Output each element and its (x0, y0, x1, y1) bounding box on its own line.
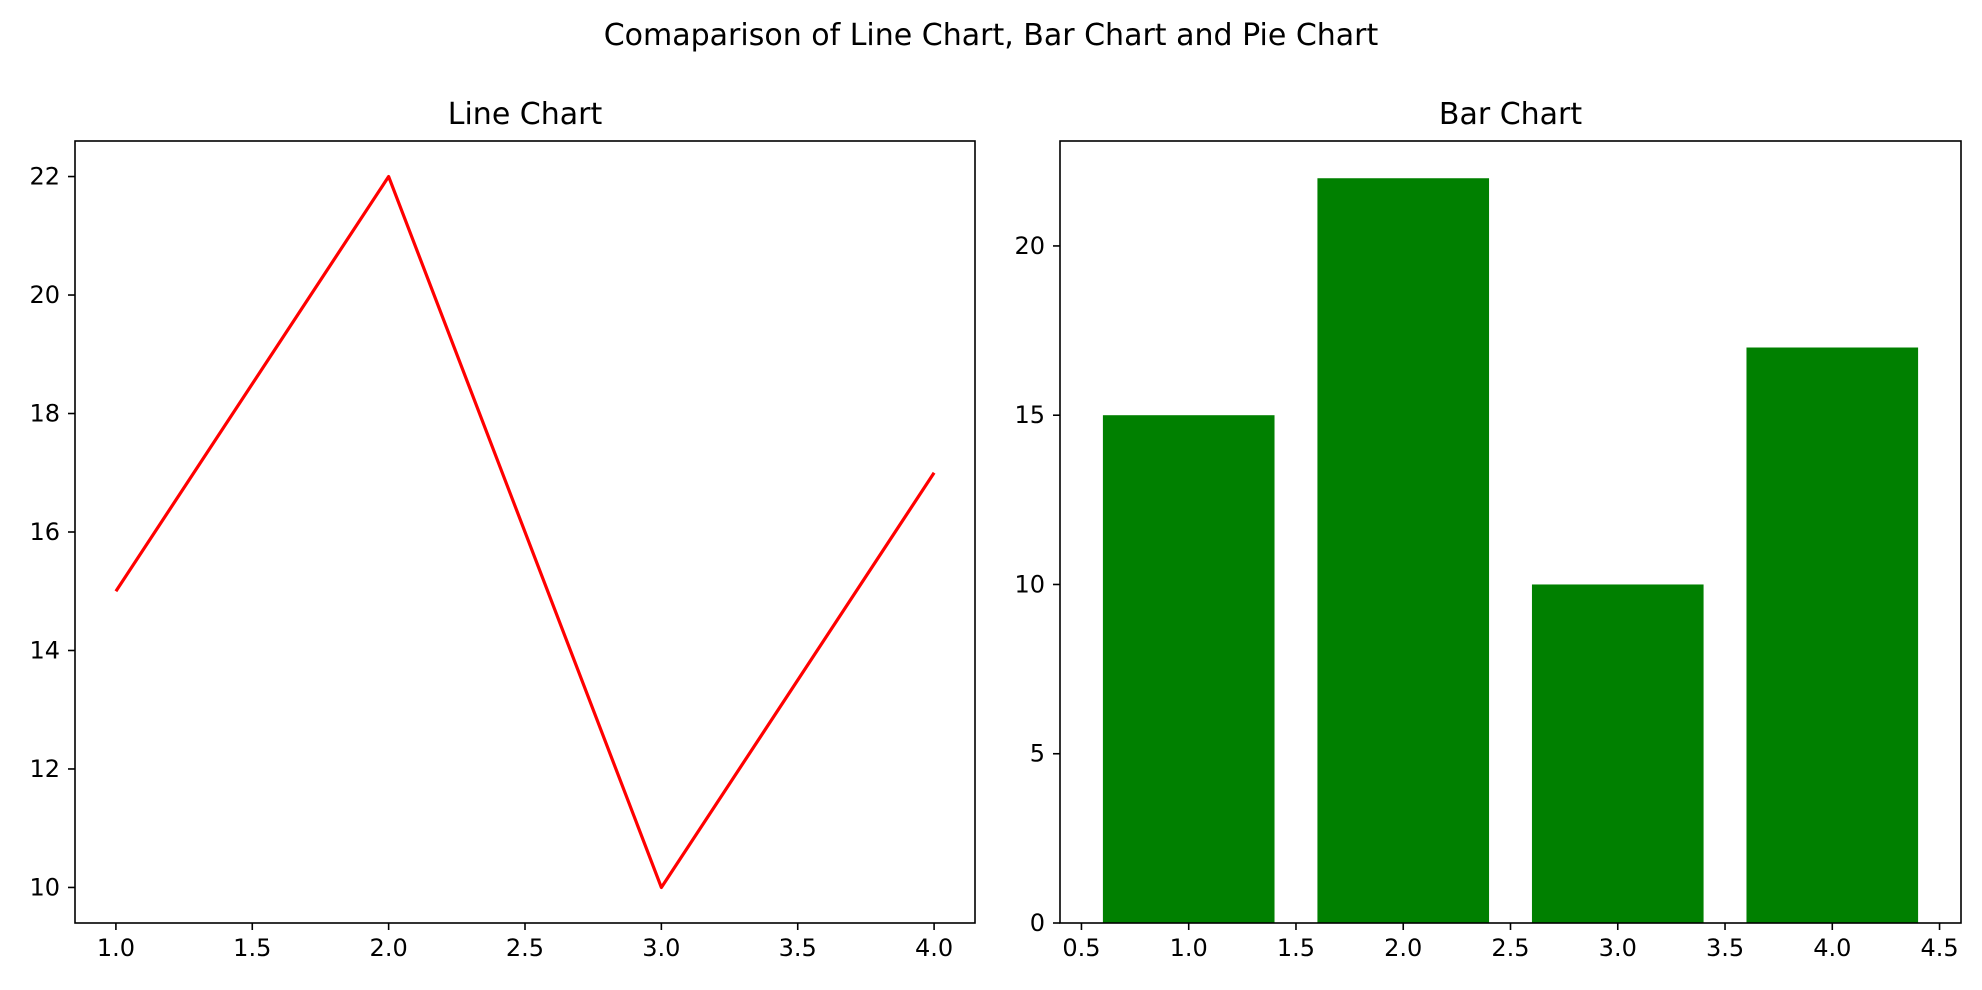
x-tick-label: 4.5 (1920, 934, 1958, 962)
figure-suptitle: Comaparison of Line Chart, Bar Chart and… (604, 18, 1379, 53)
y-tick-label: 16 (29, 518, 60, 546)
x-tick-label: 3.5 (779, 934, 817, 962)
y-tick-label: 18 (29, 400, 60, 428)
x-tick-label: 4.0 (1813, 934, 1851, 962)
y-tick-label: 22 (29, 163, 60, 191)
y-tick-label: 10 (1014, 570, 1045, 598)
line-chart-panel: Line Chart 1.0 1.5 2.0 2.5 3.0 3.5 4.0 10 12 14 16 1… (29, 97, 976, 962)
bar-4 (1746, 347, 1919, 923)
subplots: Line Chart 1.0 1.5 2.0 2.5 3.0 3.5 4.0 10 12 14 16 1… (29, 97, 1962, 962)
y-tick-label: 14 (29, 636, 60, 664)
subplot-title: Line Chart (448, 97, 603, 132)
x-tick-label: 1.5 (233, 934, 271, 962)
x-tick-label: 1.0 (1170, 934, 1208, 962)
y-tick-label: 5 (1030, 740, 1045, 768)
x-tick-label: 2.5 (506, 934, 544, 962)
x-tick-label: 4.0 (915, 934, 953, 962)
line-series (114, 174, 936, 890)
x-tick-label: 2.0 (1384, 934, 1422, 962)
x-tick-label: 3.5 (1706, 934, 1744, 962)
y-tick-label: 20 (1014, 232, 1045, 260)
bar-3 (1531, 584, 1704, 923)
y-tick-label: 10 (29, 873, 60, 901)
subplot-title: Bar Chart (1439, 97, 1583, 132)
bar-2 (1317, 178, 1490, 923)
bar-chart-panel: Bar Chart 0.5 1.0 1.5 2.0 2.5 3.0 3.5 4.0 4.5 0 5 10… (1014, 97, 1962, 962)
x-tick-label: 3.0 (642, 934, 680, 962)
x-tick-label: 1.5 (1277, 934, 1315, 962)
y-tick-label: 15 (1014, 401, 1045, 429)
y-tick-label: 20 (29, 281, 60, 309)
x-tick-label: 2.5 (1491, 934, 1529, 962)
x-tick-label: 2.0 (370, 934, 408, 962)
y-tick-label: 0 (1030, 909, 1045, 937)
x-tick-label: 1.0 (97, 934, 135, 962)
x-tick-label: 3.0 (1599, 934, 1637, 962)
x-tick-label: 0.5 (1062, 934, 1100, 962)
bar-1 (1102, 415, 1275, 923)
y-tick-label: 12 (29, 755, 60, 783)
